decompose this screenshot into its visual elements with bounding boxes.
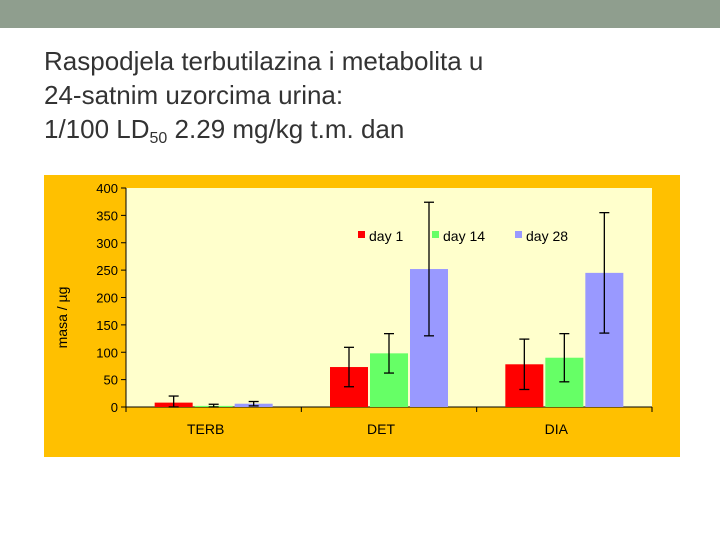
title-line-2: 24-satnim uzorcima urina:	[44, 80, 344, 110]
title-line-3-sub: 50	[149, 130, 168, 147]
legend-label-day14: day 14	[443, 228, 485, 244]
y-tick-label: 100	[96, 345, 118, 360]
y-tick-label: 150	[96, 318, 118, 333]
category-label: TERB	[187, 421, 224, 437]
legend-swatch-day28	[515, 231, 522, 238]
title-line-3-post: 2.29 mg/kg t.m. dan	[167, 114, 405, 144]
legend-swatch-day1	[358, 231, 365, 238]
category-label: DIA	[545, 421, 569, 437]
y-tick-label: 250	[96, 263, 118, 278]
y-tick-label: 400	[96, 181, 118, 196]
legend-label-day1: day 1	[369, 228, 403, 244]
legend-label-day28: day 28	[526, 228, 568, 244]
slide-title: Raspodjela terbutilazina i metabolita u …	[44, 44, 684, 147]
title-line-3: 1/100 LD50 2.29 mg/kg t.m. dan	[44, 112, 684, 147]
category-label: DET	[367, 421, 395, 437]
title-line-3-pre: 1/100 LD	[44, 114, 150, 144]
y-tick-label: 300	[96, 236, 118, 251]
y-axis-label: masa / µg	[54, 287, 70, 349]
title-line-1: Raspodjela terbutilazina i metabolita u	[44, 46, 484, 76]
legend-swatch-day14	[432, 231, 439, 238]
y-tick-label: 0	[111, 400, 118, 415]
y-tick-label: 350	[96, 208, 118, 223]
header-bar	[0, 0, 720, 28]
y-tick-label: 200	[96, 291, 118, 306]
y-tick-label: 50	[104, 373, 118, 388]
